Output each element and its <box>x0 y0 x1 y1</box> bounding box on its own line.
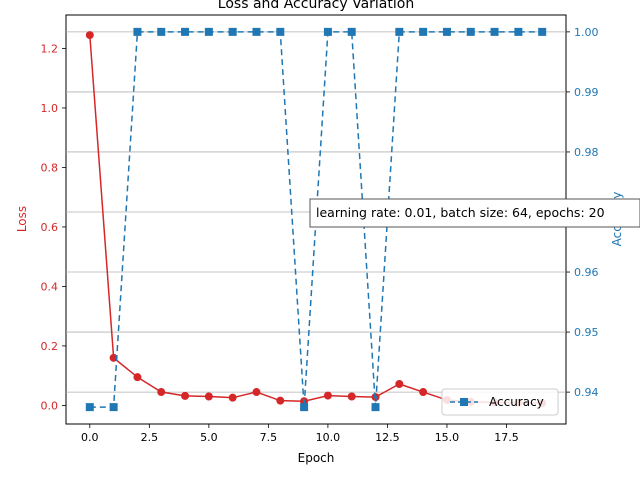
chart-title: Loss and Accuracy Variation <box>218 0 414 12</box>
right-y-tick-label: 1.00 <box>574 26 599 39</box>
x-tick-label: 12.5 <box>375 431 400 444</box>
right-y-tick-label: 0.94 <box>574 386 599 399</box>
left-y-tick-label: 1.2 <box>41 42 59 55</box>
legend: Accuracy <box>441 388 559 416</box>
accuracy-point <box>514 27 523 36</box>
accuracy-point <box>85 403 94 412</box>
left-y-tick-label: 0.8 <box>41 161 59 174</box>
left-y-tick-label: 1.0 <box>41 102 59 115</box>
accuracy-point <box>276 27 285 36</box>
accuracy-point <box>300 403 309 412</box>
loss-point <box>419 388 428 397</box>
accuracy-series <box>85 27 547 412</box>
accuracy-point <box>371 403 380 412</box>
accuracy-point <box>204 27 213 36</box>
loss-point <box>109 353 118 362</box>
x-tick-label: 15.0 <box>435 431 460 444</box>
accuracy-point <box>490 27 499 36</box>
loss-point <box>395 379 404 388</box>
x-tick-label: 2.5 <box>141 431 159 444</box>
loss-point <box>323 391 332 400</box>
right-y-tick-label: 0.99 <box>574 86 599 99</box>
x-tick-label: 17.5 <box>494 431 519 444</box>
right-y-tick-label: 0.95 <box>574 326 599 339</box>
left-y-tick-label: 0.2 <box>41 340 59 353</box>
loss-point <box>276 396 285 405</box>
left-y-axis-label: Loss <box>15 206 29 232</box>
left-y-axis: 0.0 0.2 0.4 0.6 0.8 1.0 1.2 <box>41 42 66 412</box>
x-tick-label: 10.0 <box>316 431 341 444</box>
accuracy-point <box>395 27 404 36</box>
loss-point <box>157 388 166 397</box>
accuracy-point <box>252 27 261 36</box>
annotation-box: learning rate: 0.01, batch size: 64, epo… <box>309 198 640 228</box>
accuracy-point <box>442 27 451 36</box>
annotation-background <box>309 198 640 228</box>
x-axis-label: Epoch <box>298 451 335 465</box>
right-y-tick-label: 0.98 <box>574 146 599 159</box>
accuracy-point <box>181 27 190 36</box>
accuracy-point <box>157 27 166 36</box>
accuracy-point <box>133 27 142 36</box>
accuracy-point <box>419 27 428 36</box>
left-y-tick-label: 0.0 <box>41 399 59 412</box>
legend-frame <box>441 388 559 416</box>
accuracy-point <box>466 27 475 36</box>
accuracy-point <box>109 403 118 412</box>
loss-point <box>181 391 190 400</box>
legend-accuracy-label: Accuracy <box>489 395 544 409</box>
loss-point <box>347 392 356 401</box>
x-tick-label: 7.5 <box>260 431 278 444</box>
loss-point <box>204 392 213 401</box>
x-tick-label: 0.0 <box>81 431 99 444</box>
left-y-tick-label: 0.6 <box>41 221 59 234</box>
accuracy-point <box>323 27 332 36</box>
loss-point <box>228 393 237 402</box>
loss-point <box>85 31 94 40</box>
loss-point <box>252 388 261 397</box>
x-axis: 0.0 2.5 5.0 7.5 10.0 12.5 15.0 17.5 <box>81 424 519 444</box>
legend-accuracy-marker <box>460 398 468 406</box>
left-y-tick-label: 0.4 <box>41 280 59 293</box>
accuracy-point <box>228 27 237 36</box>
accuracy-point <box>538 27 547 36</box>
x-tick-label: 5.0 <box>200 431 218 444</box>
loss-point <box>133 373 142 382</box>
accuracy-point <box>347 27 356 36</box>
annotation-text: learning rate: 0.01, batch size: 64, epo… <box>316 205 605 220</box>
right-y-tick-label: 0.96 <box>574 266 599 279</box>
